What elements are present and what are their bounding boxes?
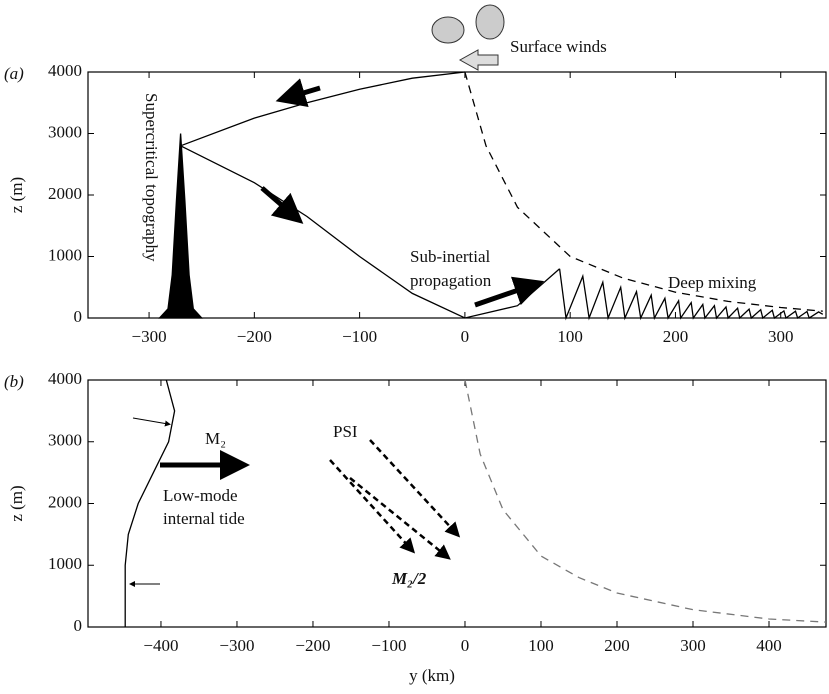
x-tick-label: 0 xyxy=(461,327,470,346)
x-axis-label: y (km) xyxy=(409,666,455,685)
curve xyxy=(180,71,465,147)
annotation: PSI xyxy=(333,422,358,441)
y-tick-label: 0 xyxy=(74,616,83,635)
annotation: internal tide xyxy=(163,509,245,528)
curve xyxy=(180,145,561,319)
x-tick-label: 100 xyxy=(528,636,554,655)
y-tick-label: 2000 xyxy=(48,184,82,203)
x-tick-label: 0 xyxy=(461,636,470,655)
y-axis-label: z (m) xyxy=(7,485,26,521)
psi-arrows xyxy=(329,439,461,560)
clouds xyxy=(431,4,505,44)
ray-arrows xyxy=(260,78,545,308)
x-tick-label: 100 xyxy=(557,327,583,346)
curve xyxy=(464,379,827,623)
panel-label: (b) xyxy=(4,372,24,391)
annotation: Sub-inertial xyxy=(410,247,491,266)
annotation: Surface winds xyxy=(510,37,607,56)
curve xyxy=(558,268,824,321)
annotation: M₂ xyxy=(205,429,226,448)
x-tick-label: −400 xyxy=(143,636,178,655)
panel-label: (a) xyxy=(4,64,24,83)
y-axis-label: z (m) xyxy=(7,177,26,213)
x-tick-label: −200 xyxy=(237,327,272,346)
tide-arrows xyxy=(129,417,250,587)
annotation: M₂/2 xyxy=(391,569,427,588)
y-tick-label: 3000 xyxy=(48,431,82,450)
y-tick-label: 4000 xyxy=(48,369,82,388)
curve xyxy=(464,71,823,312)
y-tick-label: 2000 xyxy=(48,492,82,511)
x-tick-label: −200 xyxy=(295,636,330,655)
y-tick-label: 4000 xyxy=(48,61,82,80)
wind-arrow xyxy=(458,49,499,71)
x-tick-label: 200 xyxy=(604,636,630,655)
x-tick-label: 300 xyxy=(680,636,706,655)
x-tick-label: 200 xyxy=(663,327,689,346)
x-tick-label: 300 xyxy=(768,327,794,346)
topography xyxy=(158,133,204,319)
curve xyxy=(124,379,176,627)
annotation: Low-mode xyxy=(163,486,238,505)
y-tick-label: 3000 xyxy=(48,122,82,141)
annotation: Supercritical topography xyxy=(142,93,161,262)
y-tick-label: 0 xyxy=(74,307,83,326)
y-tick-label: 1000 xyxy=(48,245,82,264)
y-tick-label: 1000 xyxy=(48,554,82,573)
x-tick-label: −100 xyxy=(342,327,377,346)
x-tick-label: −300 xyxy=(219,636,254,655)
annotation: propagation xyxy=(410,271,492,290)
x-tick-label: −100 xyxy=(371,636,406,655)
x-tick-label: 400 xyxy=(756,636,782,655)
annotation: Deep mixing xyxy=(668,273,757,292)
x-tick-label: −300 xyxy=(132,327,167,346)
